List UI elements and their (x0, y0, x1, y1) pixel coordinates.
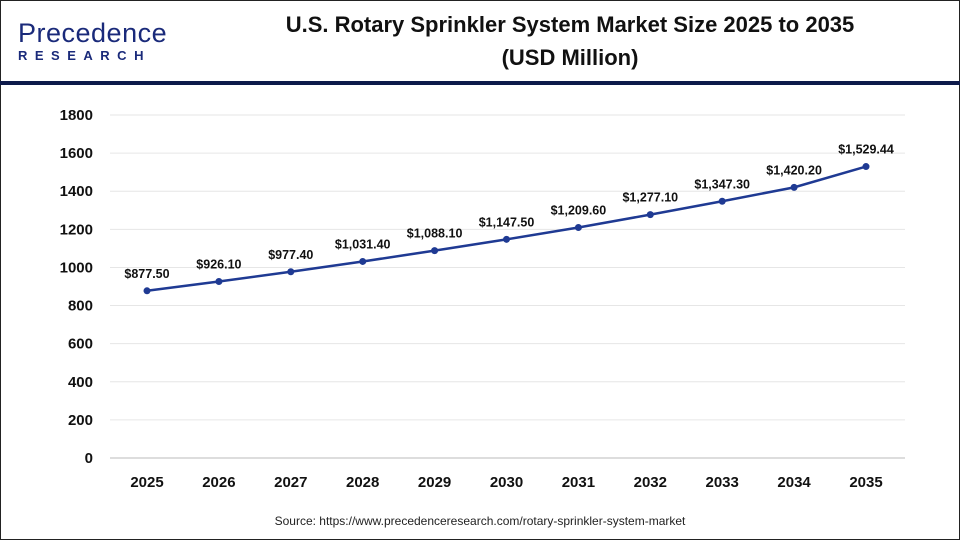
y-tick-label: 1600 (60, 145, 93, 162)
data-point (574, 224, 582, 232)
data-label: $877.50 (124, 267, 169, 281)
data-label: $1,347.30 (694, 177, 750, 191)
data-label: $1,147.50 (479, 215, 535, 229)
x-tick-label: 2028 (346, 474, 379, 491)
data-point (503, 235, 510, 243)
y-tick-label: 600 (68, 336, 93, 353)
data-label: $1,420.20 (766, 163, 822, 177)
data-label: $1,277.10 (622, 191, 678, 205)
data-point (718, 197, 726, 205)
y-tick-label: 400 (68, 374, 93, 391)
data-label: $1,209.60 (551, 204, 607, 218)
chart-title-line2: (USD Million) (501, 45, 639, 70)
y-tick-label: 1800 (60, 107, 93, 124)
x-tick-label: 2025 (130, 474, 163, 491)
x-tick-label: 2031 (562, 474, 595, 491)
data-label: $926.10 (196, 258, 241, 272)
x-tick-label: 2034 (777, 474, 811, 491)
y-tick-label: 1200 (60, 221, 93, 238)
data-point (646, 211, 654, 219)
x-tick-label: 2026 (202, 474, 235, 491)
data-label: $1,529.44 (838, 143, 894, 157)
y-tick-label: 0 (85, 450, 93, 467)
data-label: $977.40 (268, 248, 313, 262)
chart-title: U.S. Rotary Sprinkler System Market Size… (250, 8, 890, 74)
data-point (143, 287, 151, 295)
data-point (287, 268, 295, 276)
y-tick-label: 800 (68, 298, 93, 315)
data-point (215, 278, 223, 286)
y-tick-label: 200 (68, 412, 93, 429)
x-tick-label: 2033 (706, 474, 739, 491)
data-point (790, 183, 798, 191)
precedence-research-logo: Precedence RESEARCH (18, 18, 168, 64)
data-point (359, 257, 367, 265)
x-tick-label: 2030 (490, 474, 523, 491)
data-label: $1,031.40 (335, 237, 391, 251)
y-tick-label: 1000 (60, 259, 93, 276)
source-note: Source: https://www.precedenceresearch.c… (274, 514, 686, 528)
logo-main-text: Precedence (18, 18, 168, 48)
x-tick-label: 2035 (849, 474, 882, 491)
x-tick-label: 2029 (418, 474, 451, 491)
data-label: $1,088.10 (407, 227, 463, 241)
data-point (431, 247, 439, 255)
header-divider (0, 81, 960, 85)
data-point (862, 163, 870, 171)
chart-title-line1: U.S. Rotary Sprinkler System Market Size… (285, 12, 855, 37)
logo-sub-text: RESEARCH (18, 48, 151, 63)
x-tick-label: 2032 (634, 474, 667, 491)
x-tick-label: 2027 (274, 474, 307, 491)
y-tick-label: 1400 (60, 183, 93, 200)
